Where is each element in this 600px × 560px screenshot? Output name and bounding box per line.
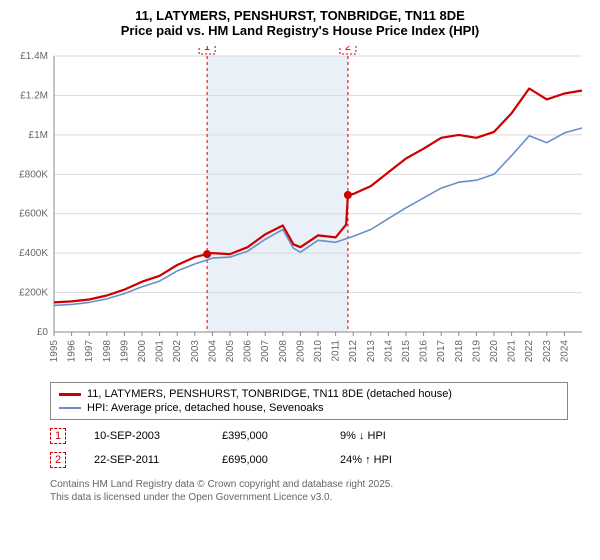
x-tick-label: 2007 <box>260 340 271 363</box>
marker-delta: 9% ↓ HPI <box>340 430 386 442</box>
price-chart: £0 £200K £400K £600K £800K £1M £1.2M £1.4M 1995 1… <box>8 46 592 376</box>
marker-price: £395,000 <box>222 430 312 442</box>
y-tick-label: £400K <box>19 248 48 259</box>
marker-table-row: 2 22-SEP-2011 £695,000 24% ↑ HPI <box>50 448 600 472</box>
x-tick-label: 2010 <box>313 340 324 363</box>
x-tick-label: 2012 <box>348 340 359 363</box>
x-tick-label: 1995 <box>49 340 60 363</box>
x-tick-label: 2019 <box>471 340 482 363</box>
x-tick-label: 2020 <box>489 340 500 363</box>
y-tick-label: £1.2M <box>20 90 48 101</box>
x-tick-label: 2002 <box>172 340 183 363</box>
legend-row: 11, LATYMERS, PENSHURST, TONBRIDGE, TN11… <box>59 387 559 401</box>
x-tick-label: 2008 <box>278 340 289 363</box>
marker-table-row: 1 10-SEP-2003 £395,000 9% ↓ HPI <box>50 424 600 448</box>
marker-price: £695,000 <box>222 454 312 466</box>
x-tick-label: 2021 <box>507 340 518 363</box>
x-tick-label: 2015 <box>401 340 412 363</box>
title-line-1: 11, LATYMERS, PENSHURST, TONBRIDGE, TN11… <box>0 8 600 23</box>
x-tick-label: 2024 <box>559 340 570 363</box>
x-tick-label: 1996 <box>67 340 78 363</box>
x-tick-label: 1999 <box>119 340 130 363</box>
y-tick-label: £0 <box>37 327 49 338</box>
marker-table: 1 10-SEP-2003 £395,000 9% ↓ HPI 2 22-SEP-2011… <box>50 424 600 472</box>
y-tick-label: £600K <box>19 209 48 220</box>
shaded-band <box>207 56 348 332</box>
y-tick-label: £800K <box>19 169 48 180</box>
x-tick-label: 2004 <box>207 340 218 363</box>
y-tick-label: £200K <box>19 288 48 299</box>
x-tick-label: 2011 <box>331 340 342 362</box>
chart-title-block: 11, LATYMERS, PENSHURST, TONBRIDGE, TN11… <box>0 0 600 42</box>
footer-line-2: This data is licensed under the Open Gov… <box>50 491 600 504</box>
x-tick-label: 1997 <box>84 340 95 363</box>
x-tick-label: 2018 <box>454 340 465 363</box>
legend-label: HPI: Average price, detached house, Seve… <box>87 402 323 414</box>
x-tick-label: 2003 <box>190 340 201 363</box>
legend-row: HPI: Average price, detached house, Seve… <box>59 401 559 415</box>
legend-swatch <box>59 393 81 396</box>
series-marker <box>344 191 352 199</box>
marker-delta: 24% ↑ HPI <box>340 454 392 466</box>
marker-badge: 2 <box>50 452 66 468</box>
series-marker <box>203 250 211 258</box>
legend-swatch <box>59 407 81 409</box>
x-tick-label: 2001 <box>155 340 166 363</box>
footer-attribution: Contains HM Land Registry data © Crown c… <box>50 478 600 504</box>
x-tick-label: 2009 <box>295 340 306 363</box>
x-tick-label: 2017 <box>436 340 447 363</box>
chart-area: £0 £200K £400K £600K £800K £1M £1.2M £1.4M 1995 1… <box>8 46 592 376</box>
marker-badge-text: 1 <box>204 46 210 53</box>
x-tick-label: 2023 <box>542 340 553 363</box>
x-tick-label: 2014 <box>383 340 394 363</box>
x-tick-label: 2022 <box>524 340 535 363</box>
x-tick-label: 1998 <box>102 340 113 363</box>
legend-label: 11, LATYMERS, PENSHURST, TONBRIDGE, TN11… <box>87 388 452 400</box>
marker-date: 22-SEP-2011 <box>94 454 194 466</box>
y-tick-label: £1.4M <box>20 51 48 62</box>
footer-line-1: Contains HM Land Registry data © Crown c… <box>50 478 600 491</box>
marker-date: 10-SEP-2003 <box>94 430 194 442</box>
x-tick-label: 2005 <box>225 340 236 363</box>
x-tick-label: 2000 <box>137 340 148 363</box>
marker-badge-text: 2 <box>345 46 351 53</box>
marker-badge: 1 <box>50 428 66 444</box>
x-tick-label: 2006 <box>243 340 254 363</box>
title-line-2: Price paid vs. HM Land Registry's House … <box>0 23 600 38</box>
y-tick-label: £1M <box>29 130 48 141</box>
x-tick-label: 2013 <box>366 340 377 363</box>
legend: 11, LATYMERS, PENSHURST, TONBRIDGE, TN11… <box>50 382 568 420</box>
x-tick-label: 2016 <box>419 340 430 363</box>
